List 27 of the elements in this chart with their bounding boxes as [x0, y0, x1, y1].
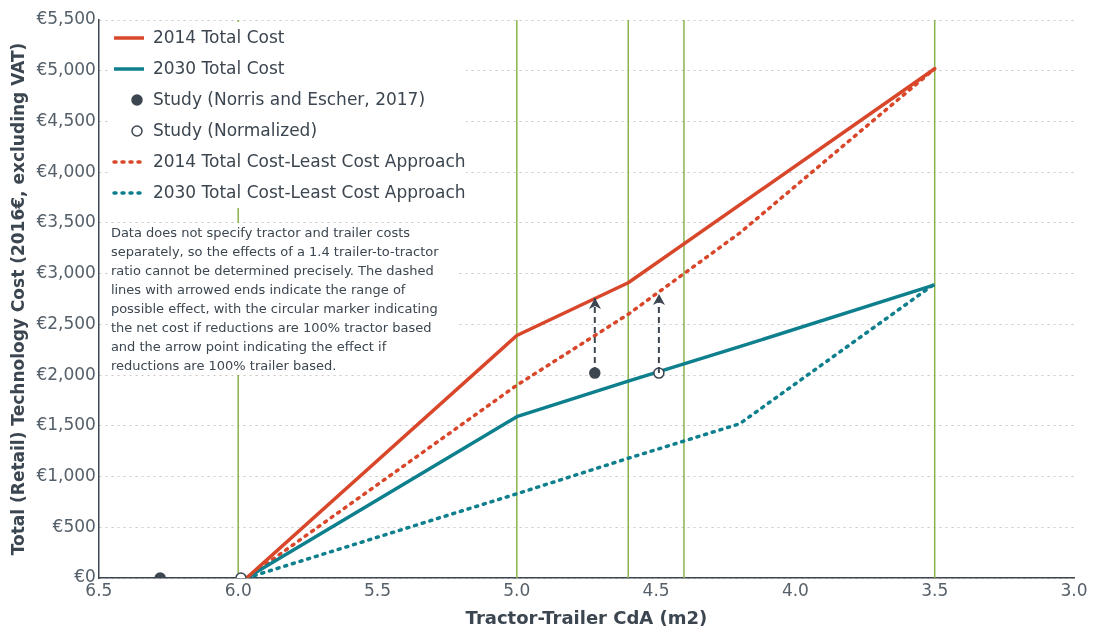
y-tick-label: €5,500	[36, 8, 96, 29]
x-tick-label: 4.5	[642, 579, 670, 600]
y-axis-title: Total (Retail) Technology Cost (2016€, excluding VAT)	[7, 42, 28, 556]
y-tick-label: €5,000	[36, 59, 96, 80]
y-tick-label: €1,000	[36, 464, 96, 485]
y-tick-label: €3,000	[36, 262, 96, 283]
legend-label: 2030 Total Cost-Least Cost Approach	[152, 181, 466, 204]
x-tick-label: 3.0	[1060, 579, 1088, 600]
y-tick-label: €4,500	[36, 109, 96, 130]
y-tick-label: €2,000	[36, 363, 96, 384]
legend-label: 2014 Total Cost	[152, 26, 285, 49]
annotation: Data does not specify tractor and trailer costs separately, so the effects of a 1.4 trailer-to-tractor ratio cannot be determined precisely. The dashed lines with arrowed ends indicate the range of possible effect, with the circular marker indicating the net cost if reductions are 100% tractor based and the arrow point indicating the effect if reductions are 100% trailer based.	[110, 223, 456, 375]
y-tick-label: €500	[52, 515, 96, 536]
y-tick-label: €1,500	[36, 414, 96, 435]
y-tick-label: €3,500	[36, 211, 96, 232]
x-axis-title: Tractor-Trailer CdA (m2)	[465, 606, 708, 628]
legend-label: 2014 Total Cost-Least Cost Approach	[152, 150, 466, 173]
y-tick-label: €4,000	[36, 160, 96, 181]
legend-label: Study (Normalized)	[152, 119, 318, 142]
x-tick-label: 5.5	[363, 579, 392, 600]
legend-label: Study (Norris and Escher, 2017)	[152, 88, 426, 111]
legend-label: 2030 Total Cost	[152, 57, 285, 80]
x-tick-label: 4.0	[781, 579, 809, 600]
x-tick-label: 5.0	[503, 579, 531, 600]
y-tick-label: €2,500	[36, 312, 96, 333]
x-tick-label: 3.5	[921, 579, 949, 600]
x-tick-label: 6.0	[224, 579, 252, 600]
